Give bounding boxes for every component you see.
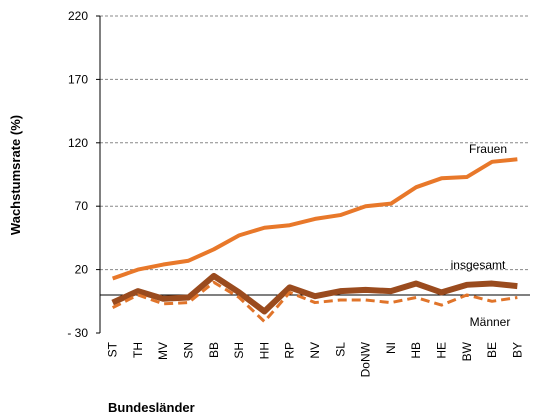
line (111, 272, 518, 315)
line (111, 280, 518, 324)
series-label: Frauen (469, 142, 507, 156)
x-tick-label: SH (232, 342, 246, 359)
y-tick-label: 120 (68, 136, 88, 150)
x-tick-label: DoNW (359, 341, 373, 377)
x-tick-label: ST (106, 341, 120, 357)
x-tick-label: BW (460, 341, 474, 361)
x-tick-label: HE (434, 342, 448, 359)
x-tick-label: BE (485, 342, 499, 358)
x-tick-label: NI (384, 342, 398, 354)
x-tick-label: BB (207, 342, 221, 358)
x-tick-label: NV (308, 342, 322, 359)
x-axis-label: Bundesländer (108, 400, 195, 415)
x-tick-label: BY (510, 342, 524, 358)
series-label: insgesamt (451, 258, 506, 272)
line (111, 157, 518, 281)
y-tick-label: 20 (75, 263, 89, 277)
x-tick-label: RP (283, 342, 297, 359)
series-label: Männer (470, 315, 511, 329)
y-tick-label: 70 (75, 199, 89, 213)
x-tick-label: HB (409, 342, 423, 359)
x-tick-label: SN (182, 342, 196, 359)
y-tick-label: 220 (68, 9, 88, 23)
y-axis-label: Wachstumsrate (%) (8, 115, 23, 235)
y-tick-label: 170 (68, 72, 88, 86)
x-tick-label: HH (257, 342, 271, 359)
y-tick-label: - 30 (67, 326, 88, 340)
x-tick-label: SL (333, 342, 347, 357)
x-tick-label: MV (156, 342, 170, 360)
x-tick-label: TH (131, 342, 145, 358)
